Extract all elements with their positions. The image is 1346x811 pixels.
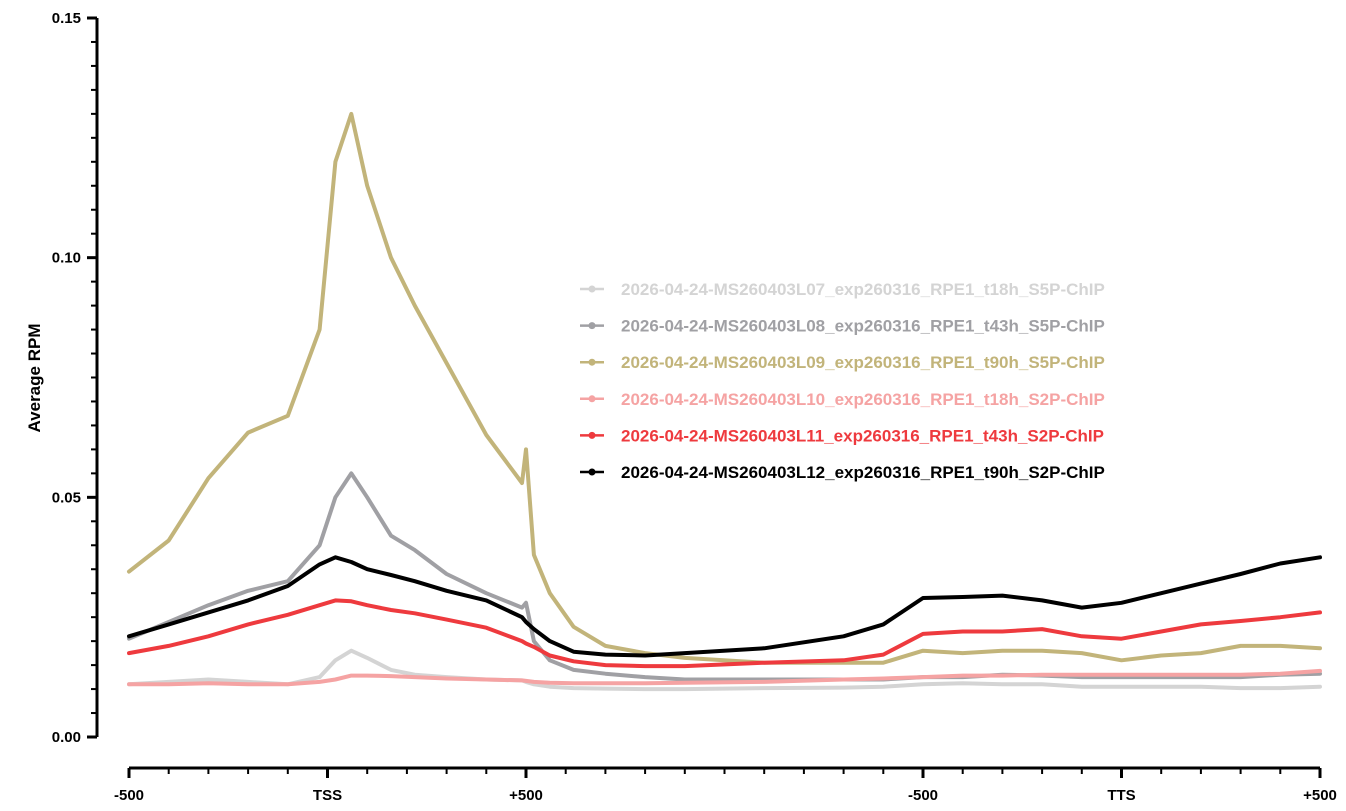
- legend-swatch-marker: [588, 285, 596, 293]
- legend-label: 2026-04-24-MS260403L07_exp260316_RPE1_t1…: [621, 280, 1105, 299]
- legend-label: 2026-04-24-MS260403L12_exp260316_RPE1_t9…: [621, 463, 1105, 482]
- legend-swatch-marker: [588, 322, 596, 330]
- series-line-4: [127, 668, 1322, 687]
- legend-swatch-marker: [588, 395, 596, 403]
- y-tick-label: 0.10: [52, 250, 81, 267]
- legend-item: 2026-04-24-MS260403L12_exp260316_RPE1_t9…: [580, 463, 1105, 482]
- legend-item: 2026-04-24-MS260403L08_exp260316_RPE1_t4…: [580, 317, 1105, 336]
- legend-label: 2026-04-24-MS260403L10_exp260316_RPE1_t1…: [621, 390, 1105, 409]
- legend-swatch-marker: [588, 431, 596, 439]
- legend-item: 2026-04-24-MS260403L09_exp260316_RPE1_t9…: [580, 353, 1105, 372]
- x-tick-label: TTS: [1107, 787, 1135, 804]
- legend: 2026-04-24-MS260403L07_exp260316_RPE1_t1…: [580, 280, 1105, 482]
- axes: 0.00 0.05 0.10 0.15 -500 TSS +500 -500 TTS +500: [52, 10, 1337, 804]
- series-line-3: [127, 111, 1322, 665]
- y-tick-label: 0.05: [52, 489, 81, 506]
- legend-label: 2026-04-24-MS260403L09_exp260316_RPE1_t9…: [621, 353, 1105, 372]
- series-layer: [127, 111, 1322, 692]
- x-tick-label: +500: [1303, 787, 1337, 804]
- series-line-6: [127, 555, 1322, 658]
- legend-label: 2026-04-24-MS260403L11_exp260316_RPE1_t4…: [621, 426, 1104, 445]
- y-tick-label: 0.00: [52, 729, 81, 746]
- x-tick-label: +500: [509, 787, 543, 804]
- y-tick-label: 0.15: [52, 10, 81, 27]
- y-axis-title: Average RPM: [25, 324, 44, 433]
- x-tick-label: -500: [908, 787, 938, 804]
- series-line-2: [127, 471, 1322, 682]
- legend-swatch-marker: [588, 358, 596, 366]
- legend-item: 2026-04-24-MS260403L11_exp260316_RPE1_t4…: [580, 426, 1104, 445]
- series-line-5: [127, 598, 1322, 669]
- legend-item: 2026-04-24-MS260403L07_exp260316_RPE1_t1…: [580, 280, 1105, 299]
- legend-item: 2026-04-24-MS260403L10_exp260316_RPE1_t1…: [580, 390, 1105, 409]
- series-line-1: [127, 648, 1322, 692]
- legend-swatch-marker: [588, 468, 596, 476]
- legend-label: 2026-04-24-MS260403L08_exp260316_RPE1_t4…: [621, 317, 1105, 336]
- x-tick-label: -500: [114, 787, 144, 804]
- x-tick-label: TSS: [313, 787, 342, 804]
